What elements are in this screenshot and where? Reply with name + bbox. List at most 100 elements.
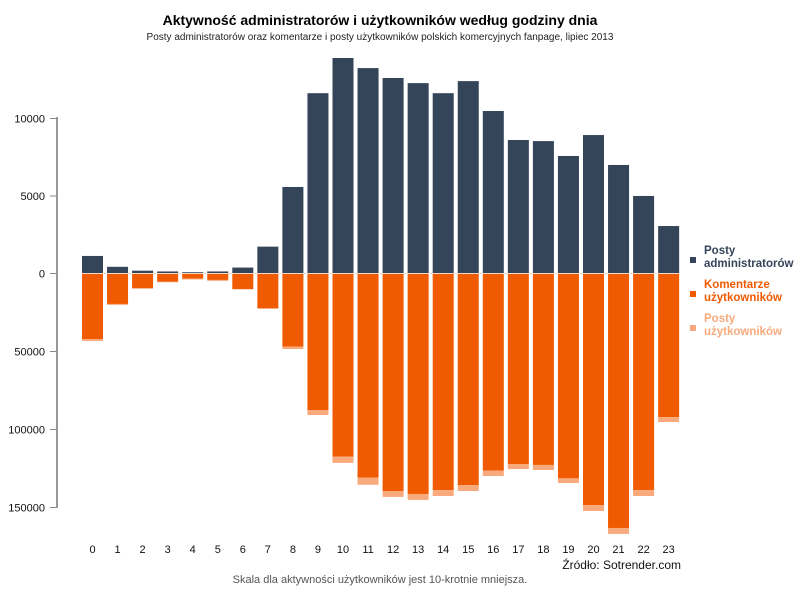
y-tick-label-upper-10000: 10000 <box>14 114 45 126</box>
bar-user-comments-11 <box>357 274 379 478</box>
x-tick-label-13: 13 <box>412 544 424 556</box>
source-label: Źródło: Sotrender.com <box>562 557 681 572</box>
bar-admin-posts-4 <box>182 272 204 273</box>
legend-swatch-0 <box>690 257 696 263</box>
chart-title: Aktywność administratorów i użytkowników… <box>163 12 598 28</box>
x-tick-label-4: 4 <box>190 544 196 556</box>
legend-label-line: użytkowników <box>704 326 782 338</box>
bar-admin-posts-5 <box>207 271 229 273</box>
bar-user-comments-18 <box>532 274 554 465</box>
bar-admin-posts-21 <box>608 164 630 273</box>
x-tick-label-22: 22 <box>637 544 649 556</box>
bar-admin-posts-19 <box>557 155 579 273</box>
x-tick-label-19: 19 <box>562 544 574 556</box>
x-tick-label-18: 18 <box>537 544 549 556</box>
bar-user-comments-15 <box>457 274 479 486</box>
bar-user-comments-23 <box>658 274 680 418</box>
bar-user-comments-22 <box>633 274 655 491</box>
bar-admin-posts-20 <box>583 135 604 273</box>
bar-user-comments-4 <box>182 274 204 279</box>
bar-admin-posts-15 <box>457 81 479 273</box>
bar-admin-posts-22 <box>633 195 655 273</box>
y-ticks: 0 5000 10000 50000 100000 150000 <box>8 114 57 515</box>
bar-user-comments-19 <box>557 274 579 479</box>
bar-user-posts-13 <box>407 493 429 500</box>
x-tick-label-15: 15 <box>462 544 474 556</box>
bar-admin-posts-7 <box>257 246 279 273</box>
x-tick-label-23: 23 <box>663 544 675 556</box>
x-tick-label-14: 14 <box>437 544 449 556</box>
bar-user-posts-7 <box>257 308 279 309</box>
x-tick-labels: 0 1 2 3 4 5 6 7 8 9 10 11 12 13 14 15 16 17 18 19 20 21 22 23 <box>89 544 674 556</box>
bar-user-comments-17 <box>507 274 529 465</box>
bar-user-posts-5 <box>207 279 229 281</box>
legend-label-line: Posty <box>704 245 736 257</box>
bar-user-comments-12 <box>382 274 404 491</box>
legend-label-2: Posty użytkowników <box>704 313 782 338</box>
legend-label-1: Komentarze użytkowników <box>704 279 782 304</box>
legend-label-line: Komentarze <box>704 279 770 291</box>
bar-admin-posts-18 <box>532 141 554 273</box>
bar-user-posts-2 <box>132 288 154 289</box>
bar-user-comments-0 <box>82 274 103 340</box>
x-tick-label-20: 20 <box>587 544 599 556</box>
bar-user-posts-10 <box>332 456 354 463</box>
x-tick-label-16: 16 <box>487 544 499 556</box>
bar-admin-posts-3 <box>157 271 179 273</box>
x-tick-label-10: 10 <box>337 544 349 556</box>
bar-admin-posts-23 <box>658 226 680 273</box>
bar-admin-posts-11 <box>357 68 379 273</box>
bar-user-comments-8 <box>282 274 304 347</box>
x-tick-label-3: 3 <box>165 544 171 556</box>
bar-user-posts-8 <box>282 346 304 350</box>
x-tick-label-17: 17 <box>512 544 524 556</box>
bar-user-posts-14 <box>432 490 454 496</box>
bar-user-posts-17 <box>507 464 529 469</box>
bar-user-comments-16 <box>482 274 504 471</box>
y-tick-label-upper-5000: 5000 <box>21 191 45 203</box>
x-tick-label-5: 5 <box>215 544 221 556</box>
legend-label-line: administratorów <box>704 258 794 270</box>
bar-admin-posts-1 <box>107 266 129 273</box>
bar-admin-posts-0 <box>82 255 103 273</box>
bar-user-comments-6 <box>232 274 254 289</box>
bar-user-posts-16 <box>482 470 504 477</box>
bar-user-comments-21 <box>608 274 630 528</box>
y-tick-label-lower-150000: 150000 <box>8 503 45 515</box>
bar-user-comments-1 <box>107 274 129 304</box>
bar-admin-posts-17 <box>507 140 529 273</box>
legend-label-line: użytkowników <box>704 292 782 304</box>
y-tick-label-upper-0: 0 <box>39 269 45 281</box>
scale-note: Skala dla aktywności użytkowników jest 1… <box>233 574 528 586</box>
bar-user-posts-19 <box>557 478 579 484</box>
bar-user-posts-1 <box>107 303 129 305</box>
legend-label-line: Posty <box>704 313 736 325</box>
bar-user-comments-5 <box>207 274 229 280</box>
bars <box>82 58 680 534</box>
bar-user-comments-14 <box>432 274 454 491</box>
bar-user-posts-23 <box>658 417 680 423</box>
x-tick-label-7: 7 <box>265 544 271 556</box>
bar-admin-posts-2 <box>132 270 154 273</box>
x-tick-label-2: 2 <box>140 544 146 556</box>
legend-swatch-2 <box>690 325 696 331</box>
bar-user-posts-22 <box>633 490 655 496</box>
bar-user-posts-4 <box>182 278 204 280</box>
legend-label-0: Posty administratorów <box>704 245 794 270</box>
bar-user-posts-9 <box>307 410 329 416</box>
x-tick-label-9: 9 <box>315 544 321 556</box>
x-tick-label-8: 8 <box>290 544 296 556</box>
bar-user-posts-15 <box>457 485 479 491</box>
bar-user-comments-2 <box>132 274 154 289</box>
bar-admin-posts-9 <box>307 93 329 273</box>
x-tick-label-1: 1 <box>114 544 120 556</box>
bar-user-posts-0 <box>82 339 103 342</box>
bar-admin-posts-16 <box>482 111 504 274</box>
bar-user-posts-21 <box>608 527 630 534</box>
bar-user-comments-3 <box>157 274 179 282</box>
x-tick-label-21: 21 <box>612 544 624 556</box>
x-tick-label-0: 0 <box>89 544 95 556</box>
bar-user-comments-9 <box>307 274 329 411</box>
bar-user-posts-12 <box>382 490 404 497</box>
